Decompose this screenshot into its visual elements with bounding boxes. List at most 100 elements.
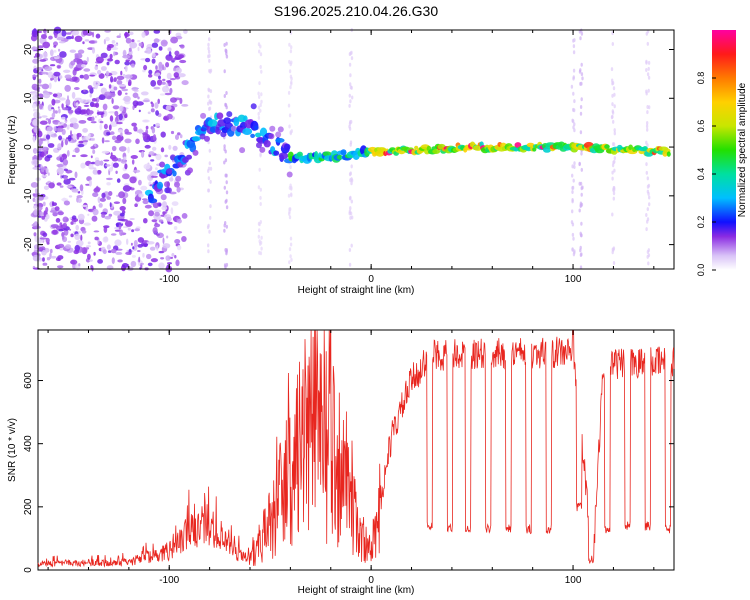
heatmap-cell bbox=[613, 128, 616, 133]
heatmap-cell bbox=[58, 75, 63, 79]
heatmap-cell bbox=[74, 233, 81, 240]
heatmap-cell bbox=[646, 254, 649, 259]
heatmap-cell bbox=[127, 146, 130, 154]
heatmap-cell bbox=[55, 218, 61, 223]
heatmap-cell bbox=[101, 192, 106, 199]
heatmap-cell bbox=[169, 78, 176, 81]
heatmap-cell bbox=[61, 107, 69, 111]
heatmap-cell bbox=[207, 243, 210, 248]
heatmap-cell bbox=[41, 146, 49, 152]
heatmap-cell bbox=[116, 35, 121, 38]
snr-xlabel: Height of straight line (km) bbox=[298, 585, 415, 596]
heatmap-cell bbox=[59, 97, 66, 101]
heatmap-cell bbox=[120, 131, 123, 137]
heatmap-cell bbox=[57, 265, 64, 269]
heatmap-cell bbox=[158, 219, 164, 223]
heatmap-cell bbox=[71, 91, 76, 99]
heatmap-cell bbox=[43, 92, 51, 99]
heatmap-cell bbox=[52, 202, 57, 207]
heatmap-cell bbox=[187, 167, 193, 174]
heatmap-cell bbox=[350, 85, 353, 90]
heatmap-cell bbox=[122, 54, 131, 59]
heatmap-cell bbox=[137, 96, 140, 100]
heatmap-cell bbox=[64, 120, 67, 123]
heatmap-cell bbox=[571, 232, 575, 237]
heatmap-cell bbox=[289, 254, 292, 259]
heatmap-cell bbox=[93, 230, 100, 233]
heatmap-cell bbox=[57, 211, 64, 216]
heatmap-cell bbox=[209, 179, 212, 184]
heatmap-cell bbox=[30, 90, 39, 96]
heatmap-cell bbox=[138, 256, 141, 263]
heatmap-cell bbox=[171, 253, 175, 257]
heatmap-cell bbox=[146, 43, 153, 50]
heatmap-cell bbox=[153, 86, 161, 90]
heatmap-cell bbox=[155, 233, 160, 236]
heatmap-cell bbox=[578, 181, 581, 186]
heatmap-cell bbox=[37, 146, 42, 151]
heatmap-cell bbox=[50, 255, 57, 259]
heatmap-cell bbox=[176, 231, 183, 234]
heatmap-cell bbox=[108, 124, 112, 131]
heatmap-cell bbox=[166, 80, 172, 83]
heatmap-cell bbox=[612, 142, 616, 147]
heatmap-cell bbox=[109, 202, 112, 208]
heatmap-cell bbox=[56, 167, 64, 175]
heatmap-cell bbox=[208, 229, 211, 234]
heatmap-cell bbox=[257, 115, 261, 120]
heatmap-cell bbox=[88, 133, 91, 137]
heatmap-cell bbox=[70, 233, 74, 238]
heatmap-cell bbox=[77, 49, 85, 54]
heatmap-cell bbox=[158, 75, 161, 80]
heatmap-cell bbox=[131, 86, 139, 92]
heatmap-cell bbox=[336, 154, 343, 160]
heatmap-cell bbox=[159, 161, 166, 168]
heatmap-cell bbox=[101, 150, 110, 154]
y-tick-label: 20 bbox=[23, 44, 34, 56]
heatmap-cell bbox=[532, 147, 537, 152]
heatmap-cell bbox=[92, 208, 99, 216]
heatmap-cell bbox=[258, 228, 261, 233]
heatmap-cell bbox=[61, 231, 65, 238]
heatmap-cell bbox=[152, 202, 159, 209]
x-tick-label: 100 bbox=[565, 274, 582, 285]
heatmap-cell bbox=[51, 107, 55, 110]
heatmap-cell bbox=[277, 126, 284, 133]
heatmap-cell bbox=[169, 177, 174, 182]
heatmap-cell bbox=[45, 134, 51, 140]
heatmap-cell bbox=[613, 156, 616, 161]
heatmap-cell bbox=[153, 209, 161, 213]
heatmap-cell bbox=[117, 129, 124, 133]
heatmap-cell bbox=[89, 259, 93, 262]
heatmap-cell bbox=[351, 215, 354, 220]
heatmap-cell bbox=[77, 213, 85, 221]
heatmap-cell bbox=[119, 105, 124, 112]
y-tick-label: 10 bbox=[23, 92, 34, 104]
heatmap-cell bbox=[124, 74, 133, 79]
heatmap-cell bbox=[129, 176, 137, 184]
heatmap-cell bbox=[646, 184, 650, 189]
heatmap-cell bbox=[207, 249, 210, 254]
heatmap-cell bbox=[269, 125, 276, 132]
heatmap-cell bbox=[106, 131, 111, 136]
heatmap-cell bbox=[124, 65, 128, 72]
heatmap-cell bbox=[32, 193, 36, 196]
y-tick-label: 600 bbox=[23, 372, 34, 389]
heatmap-cell bbox=[103, 38, 106, 45]
heatmap-cell bbox=[414, 145, 419, 150]
heatmap-cell bbox=[53, 71, 61, 77]
heatmap-cell bbox=[116, 75, 125, 81]
heatmap-cell bbox=[259, 146, 266, 153]
heatmap-cell bbox=[350, 243, 353, 248]
heatmap-cell bbox=[53, 49, 57, 53]
heatmap-cell bbox=[257, 185, 261, 190]
heatmap-cell bbox=[65, 98, 71, 106]
heatmap-cell bbox=[122, 173, 130, 180]
heatmap-cell bbox=[54, 32, 58, 39]
heatmap-cell bbox=[106, 244, 111, 250]
heatmap-cell bbox=[80, 234, 83, 242]
heatmap-cell bbox=[580, 221, 583, 226]
heatmap-cell bbox=[570, 84, 574, 89]
x-tick-label: 100 bbox=[565, 575, 582, 586]
heatmap-cell bbox=[166, 216, 172, 222]
